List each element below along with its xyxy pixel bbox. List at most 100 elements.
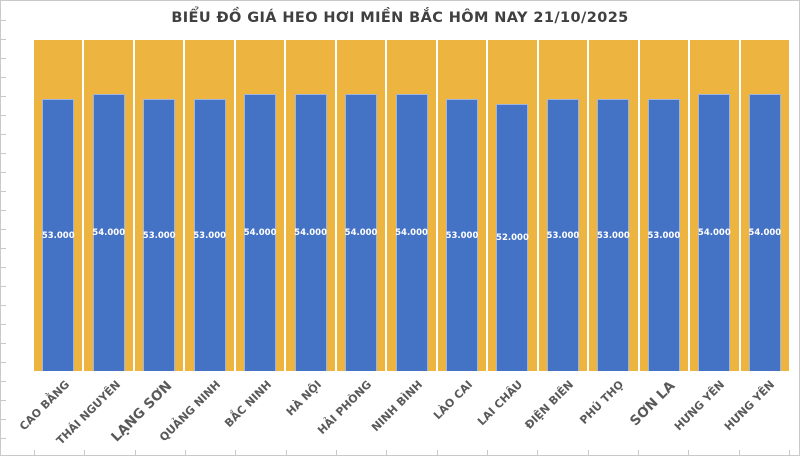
x-axis-tick	[587, 450, 589, 455]
x-axis-label: SƠN LA	[627, 378, 679, 430]
y-axis-tick	[1, 134, 6, 135]
y-axis-tick	[1, 419, 6, 420]
category-column: 54.000	[387, 40, 436, 371]
y-axis-tick	[1, 381, 6, 382]
x-axis-label: HƯNG YÊN	[671, 378, 727, 434]
bar: 54.000	[294, 93, 327, 371]
category-column: 54.000	[336, 40, 386, 371]
x-axis-tick	[34, 450, 35, 455]
bar: 54.000	[697, 93, 731, 371]
x-axis-label: PHÚ THỌ	[577, 378, 627, 427]
category-column: 53.000	[437, 40, 487, 371]
category-column: 54.000	[235, 40, 285, 371]
bar: 54.000	[395, 93, 428, 371]
y-axis-tick	[1, 153, 6, 154]
x-axis-label: BẮC NINH	[221, 378, 274, 430]
y-axis-tick	[1, 248, 6, 249]
x-axis-label: CAO BẰNG	[17, 378, 73, 434]
bar: 53.000	[547, 99, 579, 371]
x-axis-tick	[84, 450, 86, 455]
x-axis-label: LẠNG SƠN	[107, 378, 176, 446]
bar-value-label: 53.000	[546, 230, 580, 241]
bar-value-label: 54.000	[697, 227, 731, 238]
x-axis-tick	[688, 450, 690, 455]
bar-value-label: 54.000	[395, 227, 428, 238]
x-axis-tick	[537, 450, 539, 455]
bar-value-label: 54.000	[92, 227, 126, 238]
bar-value-label: 53.000	[193, 230, 227, 241]
y-axis-tick	[1, 267, 6, 268]
x-axis-tick	[487, 450, 488, 455]
y-axis-tick	[1, 229, 6, 230]
y-axis-tick	[1, 191, 6, 192]
x-axis-label: QUẢNG NINH	[157, 378, 224, 445]
bar-value-label: 53.000	[41, 230, 75, 241]
y-axis-tick	[1, 20, 6, 21]
x-axis-tick	[789, 450, 790, 455]
y-axis-tick	[1, 305, 6, 306]
x-axis-label: ĐIỆN BIÊN	[521, 378, 576, 432]
y-axis-tick	[1, 324, 6, 325]
x-axis-tick	[336, 450, 337, 455]
y-axis-tick	[1, 96, 6, 97]
x-axis-label: HƯNG YÊN	[721, 378, 778, 434]
category-column: 54.000	[690, 40, 739, 371]
x-axis-tick	[285, 450, 287, 455]
category-column: 54.000	[740, 40, 790, 371]
x-axis-label: LAI CHÂU	[475, 378, 526, 429]
x-axis-label: HÀ NỘI	[283, 378, 325, 419]
x-axis-tick	[235, 450, 237, 455]
y-axis-tick	[1, 286, 6, 287]
bar-value-label: 54.000	[748, 227, 782, 238]
bar-value-label: 53.000	[647, 230, 681, 241]
y-axis-tick	[1, 343, 6, 344]
y-axis-tick	[1, 210, 6, 211]
bar: 53.000	[193, 99, 227, 371]
x-axis-tick	[185, 450, 186, 455]
x-axis-tick	[134, 450, 136, 455]
x-axis-label: LÀO CAI	[430, 378, 476, 423]
x-axis-label: HẢI PHÒNG	[315, 378, 375, 438]
bar: 54.000	[243, 93, 277, 371]
bar-value-label: 54.000	[344, 227, 378, 238]
y-axis-tick	[1, 400, 6, 401]
bar-value-label: 53.000	[596, 230, 630, 241]
y-axis-tick	[1, 438, 6, 439]
bar: 52.000	[496, 104, 529, 371]
x-axis-tick	[638, 450, 639, 455]
x-axis-tick	[436, 450, 438, 455]
bar: 54.000	[344, 93, 378, 371]
bar: 54.000	[92, 93, 126, 371]
y-axis-tick	[1, 58, 6, 59]
category-column: 53.000	[134, 40, 184, 371]
bar: 53.000	[142, 99, 176, 371]
category-column: 53.000	[589, 40, 638, 371]
bar-value-label: 54.000	[243, 227, 277, 238]
category-column: 54.000	[84, 40, 133, 371]
category-column: 53.000	[639, 40, 689, 371]
bar-value-label: 54.000	[294, 227, 327, 238]
bar: 53.000	[647, 99, 681, 371]
y-axis-tick	[1, 115, 6, 116]
chart-title: BIỂU ĐỒ GIÁ HEO HƠI MIỀN BẮC HÔM NAY 21/…	[171, 10, 629, 26]
category-column: 52.000	[488, 40, 537, 371]
bar-value-label: 53.000	[142, 230, 176, 241]
x-axis-tick	[738, 450, 740, 455]
bar: 54.000	[748, 93, 782, 371]
bar-value-label: 53.000	[445, 230, 479, 241]
x-axis-label: THÁI NGUYÊN	[53, 378, 123, 448]
bar: 53.000	[41, 99, 75, 371]
y-axis-tick	[1, 172, 6, 173]
plot-area: 53.000 54.000 53.000 53.000 54.000 54.000 54.0…	[34, 40, 790, 371]
y-axis-tick	[1, 77, 6, 78]
category-column: 53.000	[185, 40, 234, 371]
y-axis-tick	[1, 39, 6, 40]
bar: 53.000	[446, 99, 478, 371]
bar: 53.000	[596, 99, 630, 371]
category-column: 53.000	[34, 40, 83, 371]
bar-value-label: 52.000	[496, 233, 529, 244]
category-column: 53.000	[538, 40, 588, 371]
y-axis-tick	[1, 362, 6, 363]
category-column: 54.000	[286, 40, 335, 371]
